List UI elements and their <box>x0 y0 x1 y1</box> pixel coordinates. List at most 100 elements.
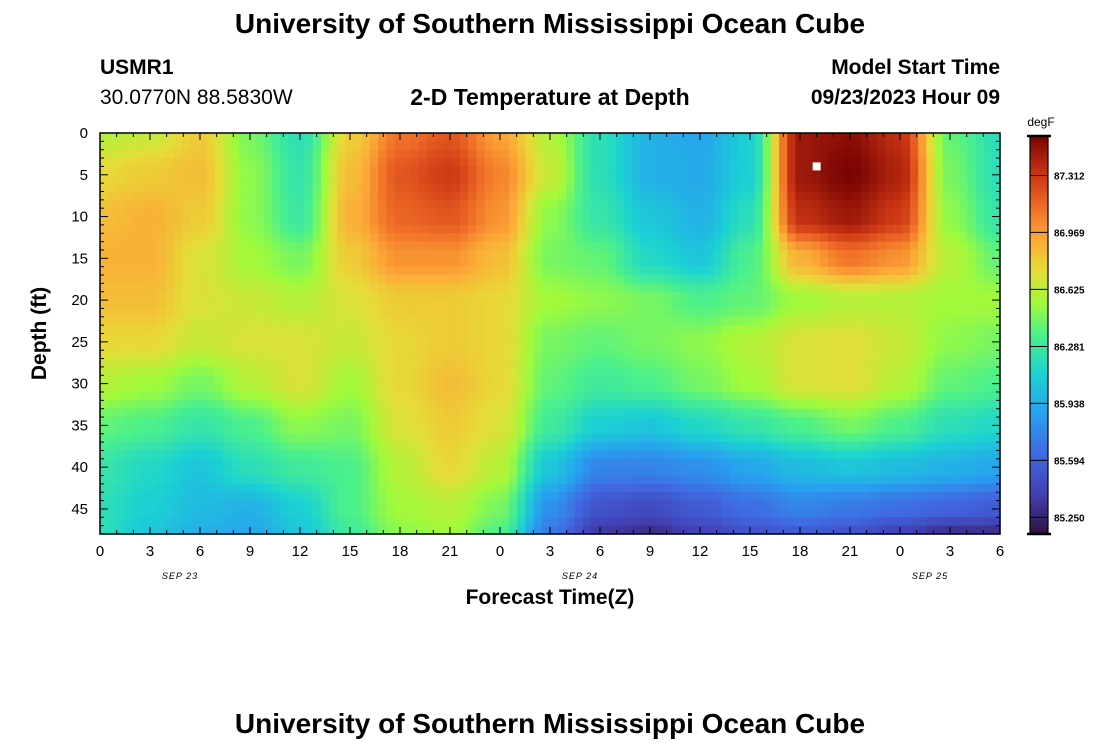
heatmap-cell <box>419 425 428 435</box>
heatmap-cell <box>860 249 870 259</box>
heatmap-cell <box>271 241 281 251</box>
heatmap-cell <box>910 291 919 301</box>
heatmap-cell <box>877 183 887 193</box>
heatmap-cell <box>443 141 453 151</box>
heatmap-cell <box>337 233 347 243</box>
heatmap-cell <box>795 275 805 284</box>
heatmap-cell <box>181 275 191 284</box>
heatmap-cell <box>787 408 797 418</box>
heatmap-cell <box>509 308 518 318</box>
heatmap-cell <box>967 492 977 502</box>
heatmap-cell <box>222 433 232 443</box>
heatmap-cell <box>419 300 428 310</box>
heatmap-cell <box>959 199 968 209</box>
heatmap-cell <box>329 358 338 368</box>
heatmap-cell <box>885 408 895 418</box>
heatmap-cell <box>255 433 265 443</box>
heatmap-cell <box>934 241 944 251</box>
heatmap-cell <box>566 408 576 418</box>
heatmap-cell <box>320 475 330 485</box>
heatmap-cell <box>410 241 420 251</box>
heatmap-cell <box>500 275 510 284</box>
heatmap-cell <box>631 425 641 435</box>
heatmap-cell <box>173 241 183 251</box>
heatmap-cell <box>901 199 911 209</box>
heatmap-cell <box>517 224 527 234</box>
heatmap-cell <box>271 224 281 234</box>
heatmap-cell <box>730 149 739 159</box>
heatmap-cell <box>893 483 903 493</box>
heatmap-cell <box>918 492 927 502</box>
heatmap-cell <box>844 224 854 234</box>
heatmap-cell <box>926 500 936 510</box>
heatmap-cell <box>599 425 608 435</box>
heatmap-cell <box>934 316 944 326</box>
heatmap-cell <box>991 149 1001 159</box>
heatmap-cell <box>468 341 477 351</box>
heatmap-cell <box>116 467 126 477</box>
heatmap-cell <box>468 208 477 218</box>
heatmap-cell <box>550 308 559 318</box>
heatmap-cell <box>476 283 486 293</box>
heatmap-cell <box>950 316 960 326</box>
heatmap-cell <box>525 492 535 502</box>
heatmap-cell <box>198 216 207 226</box>
heatmap-cell <box>640 174 649 184</box>
heatmap-cell <box>975 325 985 335</box>
heatmap-cell <box>697 258 707 268</box>
heatmap-cell <box>460 417 469 426</box>
heatmap-cell <box>280 183 289 193</box>
heatmap-cell <box>263 233 273 243</box>
heatmap-cell <box>378 224 387 234</box>
heatmap-cell <box>320 383 330 393</box>
heatmap-cell <box>337 458 347 468</box>
heatmap-cell <box>353 333 363 343</box>
heatmap-cell <box>165 166 175 176</box>
heatmap-cell <box>124 433 134 443</box>
heatmap-cell <box>959 208 968 218</box>
heatmap-cell <box>500 308 510 318</box>
heatmap-cell <box>484 391 494 401</box>
heatmap-cell <box>934 458 944 468</box>
heatmap-cell <box>795 224 805 234</box>
heatmap-cell <box>640 442 649 452</box>
heatmap-cell <box>116 500 126 510</box>
heatmap-cell <box>443 350 453 360</box>
heatmap-cell <box>149 492 158 502</box>
heatmap-cell <box>697 433 707 443</box>
heatmap-cell <box>852 191 862 201</box>
heatmap-cell <box>140 325 150 335</box>
heatmap-cell <box>566 450 576 460</box>
heatmap-cell <box>910 241 919 251</box>
heatmap-cell <box>558 258 567 268</box>
heatmap-cell <box>623 442 633 452</box>
heatmap-cell <box>574 400 584 410</box>
heatmap-cell <box>410 442 420 452</box>
heatmap-cell <box>402 425 412 435</box>
heatmap-cell <box>885 467 895 477</box>
heatmap-cell <box>991 283 1001 293</box>
heatmap-cell <box>296 358 306 368</box>
heatmap-cell <box>705 208 715 218</box>
heatmap-cell <box>100 458 109 468</box>
heatmap-cell <box>492 216 502 226</box>
heatmap-cell <box>844 233 854 243</box>
heatmap-cell <box>697 149 707 159</box>
heatmap-cell <box>492 291 502 301</box>
heatmap-cell <box>582 467 592 477</box>
heatmap-cell <box>648 316 657 326</box>
heatmap-cell <box>885 149 895 159</box>
heatmap-cell <box>361 475 371 485</box>
heatmap-cell <box>844 325 854 335</box>
heatmap-cell <box>533 383 543 393</box>
heatmap-cell <box>198 358 207 368</box>
heatmap-cell <box>451 341 461 351</box>
heatmap-cell <box>582 308 592 318</box>
heatmap-cell <box>811 266 821 276</box>
heatmap-cell <box>394 300 404 310</box>
heatmap-cell <box>271 408 281 418</box>
heatmap-cell <box>263 391 273 401</box>
heatmap-cell <box>394 492 404 502</box>
heatmap-cell <box>124 216 134 226</box>
heatmap-cell <box>991 258 1001 268</box>
